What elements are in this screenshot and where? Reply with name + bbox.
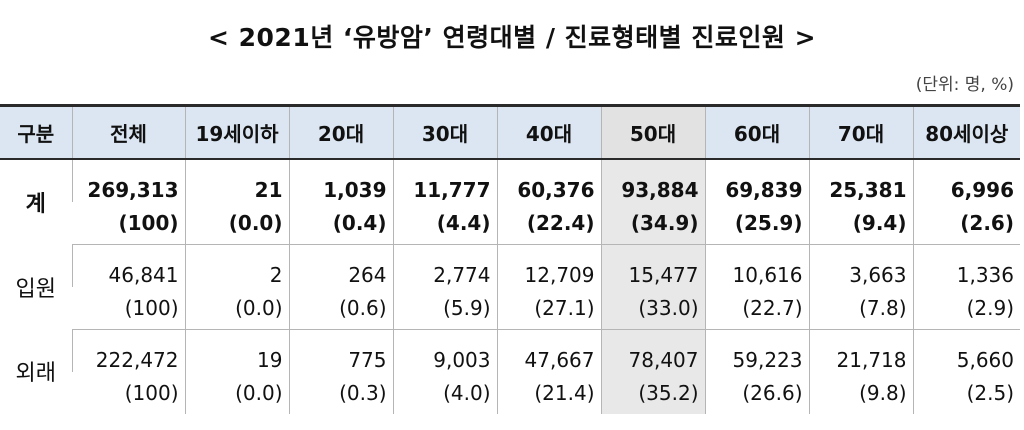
cell-share: (0.3) (288, 371, 393, 414)
cell-share: (0.0) (184, 286, 289, 330)
cell-count: 1,336 (912, 244, 1020, 287)
table-row-outpatient-shares: (100) (0.0) (0.3) (4.0) (21.4) (35.2) (2… (0, 371, 1020, 414)
table-row-total-counts: 계 269,313 21 1,039 11,777 60,376 93,884 … (0, 158, 1020, 217)
page-title: < 2021년 ‘유방암’ 연령대별 / 진료형태별 진료인원 > (207, 23, 817, 52)
table-row-total-shares: (100) (0.0) (0.4) (4.4) (22.4) (34.9) (2… (0, 201, 1020, 245)
cell-count: 15,477 (600, 244, 705, 287)
table-row-outpatient-counts: 외래 222,472 19 775 9,003 47,667 78,407 59… (0, 329, 1020, 386)
header-20s: 20대 (288, 104, 393, 160)
cell-count: 269,313 (71, 158, 185, 202)
cell-count: 1,039 (288, 158, 393, 202)
cell-count: 775 (288, 329, 393, 372)
cell-share: (9.4) (808, 201, 913, 245)
cell-count: 60,376 (496, 158, 601, 202)
cell-count: 222,472 (71, 329, 185, 372)
header-60s: 60대 (704, 104, 809, 160)
row-label-inpatient: 입원 (15, 276, 56, 302)
cell-count: 21,718 (808, 329, 913, 372)
cell-share: (27.1) (496, 286, 601, 330)
unit-note: (단위: 명, %) (915, 75, 1014, 95)
cell-share: (26.6) (704, 371, 809, 414)
cell-count: 21 (184, 158, 289, 202)
header-total: 전체 (71, 104, 185, 160)
cell-share: (7.8) (808, 286, 913, 330)
cell-count: 69,839 (704, 158, 809, 202)
table-row-inpatient-counts: 입원 46,841 2 264 2,774 12,709 15,477 10,6… (0, 244, 1020, 302)
cell-count: 47,667 (496, 329, 601, 372)
cell-share: (5.9) (392, 286, 497, 330)
cell-count: 46,841 (71, 244, 185, 287)
cell-count: 59,223 (704, 329, 809, 372)
cell-share: (0.6) (288, 286, 393, 330)
cell-share: (2.6) (912, 201, 1020, 245)
cell-share: (2.5) (912, 371, 1020, 414)
cell-count: 11,777 (392, 158, 497, 202)
header-50s: 50대 (600, 104, 705, 160)
cell-count: 78,407 (600, 329, 705, 372)
data-table: 구분 전체 19세이하 20대 30대 40대 50대 60대 70대 80세이… (0, 104, 1020, 414)
header-40s: 40대 (496, 104, 601, 160)
row-label-outpatient: 외래 (15, 361, 56, 387)
header-70s: 70대 (808, 104, 913, 160)
cell-count: 3,663 (808, 244, 913, 287)
header-under-19: 19세이하 (184, 104, 289, 160)
header-80-plus: 80세이상 (912, 104, 1020, 160)
cell-share: (22.4) (496, 201, 601, 245)
cell-share: (34.9) (600, 201, 705, 245)
cell-share: (4.4) (392, 201, 497, 245)
cell-share: (9.8) (808, 371, 913, 414)
header-30s: 30대 (392, 104, 497, 160)
cell-count: 264 (288, 244, 393, 287)
cell-count: 5,660 (912, 329, 1020, 372)
cell-share: (0.4) (288, 201, 393, 245)
table-header-row: 구분 전체 19세이하 20대 30대 40대 50대 60대 70대 80세이… (0, 104, 1020, 160)
cell-count: 93,884 (600, 158, 705, 202)
cell-share: (0.0) (184, 371, 289, 414)
cell-count: 6,996 (912, 158, 1020, 202)
cell-share: (100) (72, 286, 185, 330)
row-label-total: 계 (25, 191, 46, 217)
table-row-inpatient-shares: (100) (0.0) (0.6) (5.9) (27.1) (33.0) (2… (0, 286, 1020, 330)
cell-count: 9,003 (392, 329, 497, 372)
cell-share: (25.9) (704, 201, 809, 245)
cell-count: 25,381 (808, 158, 913, 202)
cell-share: (100) (72, 201, 185, 245)
cell-share: (22.7) (704, 286, 809, 330)
header-category: 구분 (0, 104, 72, 160)
cell-share: (100) (124, 380, 179, 405)
cell-share: (4.0) (392, 371, 497, 414)
cell-count: 10,616 (704, 244, 809, 287)
cell-share: (33.0) (600, 286, 705, 330)
cell-share: (0.0) (184, 201, 289, 245)
cell-count: 2,774 (392, 244, 497, 287)
cell-count: 2 (184, 244, 289, 287)
cell-share: (2.9) (912, 286, 1020, 330)
cell-count: 12,709 (496, 244, 601, 287)
cell-share: (35.2) (600, 371, 705, 414)
cell-share: (21.4) (496, 371, 601, 414)
cell-count: 19 (184, 329, 289, 372)
